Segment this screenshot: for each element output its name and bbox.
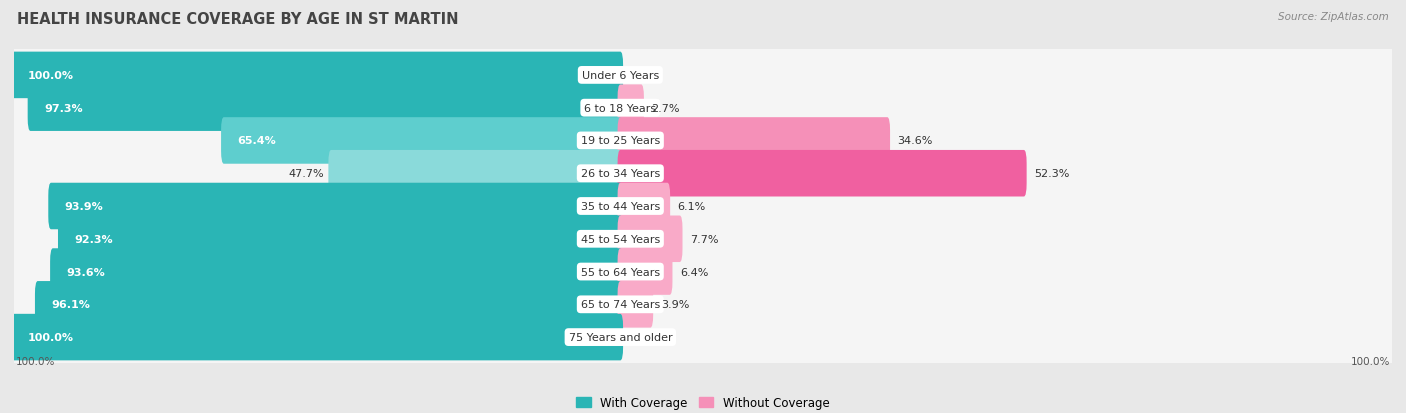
Text: 100.0%: 100.0%	[1351, 356, 1391, 366]
FancyBboxPatch shape	[11, 68, 1395, 149]
FancyBboxPatch shape	[35, 281, 623, 328]
Legend: With Coverage, Without Coverage: With Coverage, Without Coverage	[572, 392, 834, 413]
FancyBboxPatch shape	[617, 216, 682, 262]
FancyBboxPatch shape	[11, 314, 623, 361]
FancyBboxPatch shape	[617, 281, 654, 328]
FancyBboxPatch shape	[617, 118, 890, 164]
FancyBboxPatch shape	[28, 85, 623, 132]
FancyBboxPatch shape	[11, 35, 1395, 116]
Text: HEALTH INSURANCE COVERAGE BY AGE IN ST MARTIN: HEALTH INSURANCE COVERAGE BY AGE IN ST M…	[17, 12, 458, 27]
FancyBboxPatch shape	[11, 297, 1395, 378]
Text: 100.0%: 100.0%	[28, 332, 75, 342]
Text: 52.3%: 52.3%	[1035, 169, 1070, 179]
FancyBboxPatch shape	[11, 101, 1395, 182]
FancyBboxPatch shape	[51, 249, 623, 295]
Text: 93.6%: 93.6%	[66, 267, 105, 277]
Text: 65.4%: 65.4%	[238, 136, 277, 146]
Text: 93.9%: 93.9%	[65, 202, 104, 211]
FancyBboxPatch shape	[617, 183, 671, 230]
Text: 47.7%: 47.7%	[288, 169, 325, 179]
Text: 6 to 18 Years: 6 to 18 Years	[585, 103, 657, 114]
FancyBboxPatch shape	[11, 264, 1395, 345]
FancyBboxPatch shape	[48, 183, 623, 230]
Text: 7.7%: 7.7%	[690, 234, 718, 244]
Text: 65 to 74 Years: 65 to 74 Years	[581, 299, 659, 310]
Text: 100.0%: 100.0%	[15, 356, 55, 366]
FancyBboxPatch shape	[11, 52, 623, 99]
Text: 100.0%: 100.0%	[28, 71, 75, 81]
FancyBboxPatch shape	[58, 216, 623, 262]
FancyBboxPatch shape	[11, 199, 1395, 280]
Text: 2.7%: 2.7%	[651, 103, 681, 114]
FancyBboxPatch shape	[617, 85, 644, 132]
FancyBboxPatch shape	[617, 151, 1026, 197]
Text: Source: ZipAtlas.com: Source: ZipAtlas.com	[1278, 12, 1389, 22]
FancyBboxPatch shape	[11, 166, 1395, 247]
Text: 55 to 64 Years: 55 to 64 Years	[581, 267, 659, 277]
Text: 34.6%: 34.6%	[897, 136, 934, 146]
Text: 19 to 25 Years: 19 to 25 Years	[581, 136, 659, 146]
FancyBboxPatch shape	[329, 151, 623, 197]
Text: 6.1%: 6.1%	[678, 202, 706, 211]
Text: 45 to 54 Years: 45 to 54 Years	[581, 234, 659, 244]
FancyBboxPatch shape	[221, 118, 623, 164]
Text: 6.4%: 6.4%	[681, 267, 709, 277]
Text: 96.1%: 96.1%	[52, 299, 90, 310]
Text: 35 to 44 Years: 35 to 44 Years	[581, 202, 659, 211]
FancyBboxPatch shape	[11, 231, 1395, 313]
Text: 92.3%: 92.3%	[75, 234, 112, 244]
Text: 26 to 34 Years: 26 to 34 Years	[581, 169, 659, 179]
FancyBboxPatch shape	[617, 249, 672, 295]
FancyBboxPatch shape	[11, 133, 1395, 214]
Text: 3.9%: 3.9%	[661, 299, 689, 310]
Text: Under 6 Years: Under 6 Years	[582, 71, 659, 81]
Text: 75 Years and older: 75 Years and older	[568, 332, 672, 342]
Text: 97.3%: 97.3%	[44, 103, 83, 114]
